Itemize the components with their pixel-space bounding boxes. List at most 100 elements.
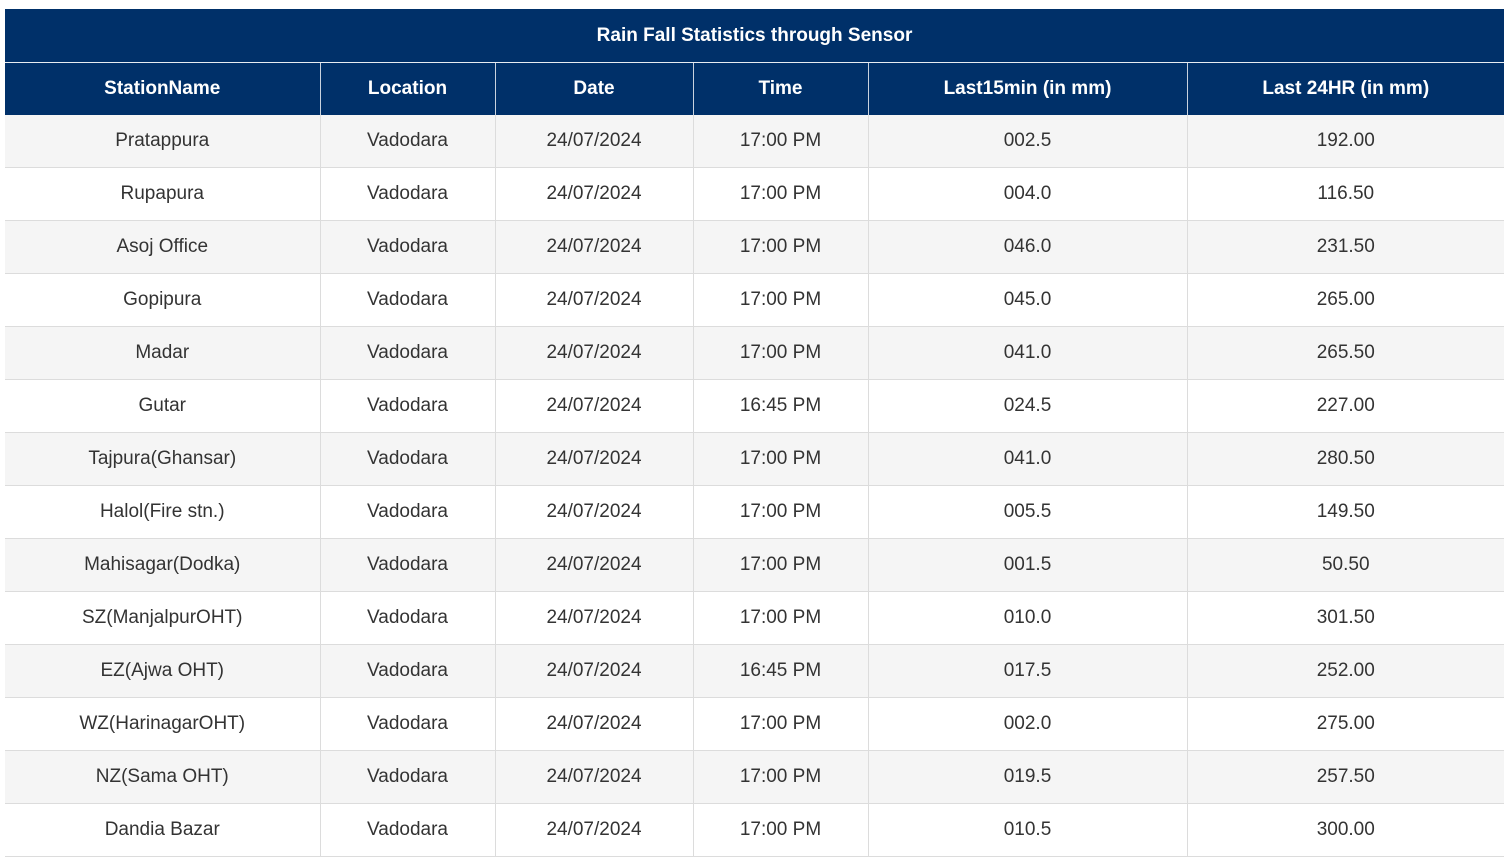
- header-location: Location: [320, 62, 496, 115]
- header-last15min: Last15min (in mm): [868, 62, 1188, 115]
- header-time: Time: [693, 62, 869, 115]
- cell-location: Vadodara: [320, 538, 496, 592]
- cell-last15min: 045.0: [868, 273, 1188, 327]
- cell-last15min: 041.0: [868, 326, 1188, 380]
- header-station-name: StationName: [5, 62, 321, 115]
- rainfall-statistics-table: Rain Fall Statistics through Sensor Stat…: [5, 9, 1505, 857]
- cell-last15min: 046.0: [868, 220, 1188, 274]
- cell-last15min: 002.5: [868, 115, 1188, 168]
- rainfall-table-container: Rain Fall Statistics through Sensor Stat…: [5, 9, 1505, 857]
- cell-time: 16:45 PM: [693, 644, 869, 698]
- cell-station-name: Rupapura: [5, 167, 321, 221]
- cell-time: 17:00 PM: [693, 803, 869, 857]
- cell-date: 24/07/2024: [495, 538, 694, 592]
- cell-station-name: Tajpura(Ghansar): [5, 432, 321, 486]
- table-row: Mahisagar(Dodka) Vadodara 24/07/2024 17:00 …: [5, 538, 1505, 592]
- cell-date: 24/07/2024: [495, 803, 694, 857]
- table-row: Asoj Office Vadodara 24/07/2024 17:00 PM 046…: [5, 220, 1505, 274]
- cell-last24hr: 227.00: [1187, 379, 1505, 433]
- cell-date: 24/07/2024: [495, 115, 694, 168]
- cell-location: Vadodara: [320, 326, 496, 380]
- table-row: Rupapura Vadodara 24/07/2024 17:00 PM 004.0 1…: [5, 167, 1505, 221]
- cell-station-name: NZ(Sama OHT): [5, 750, 321, 804]
- cell-station-name: Asoj Office: [5, 220, 321, 274]
- cell-date: 24/07/2024: [495, 591, 694, 645]
- cell-time: 17:00 PM: [693, 326, 869, 380]
- header-date: Date: [495, 62, 694, 115]
- cell-location: Vadodara: [320, 803, 496, 857]
- cell-location: Vadodara: [320, 167, 496, 221]
- cell-last15min: 024.5: [868, 379, 1188, 433]
- cell-date: 24/07/2024: [495, 644, 694, 698]
- table-row: WZ(HarinagarOHT) Vadodara 24/07/2024 17:00 …: [5, 697, 1505, 751]
- cell-time: 17:00 PM: [693, 485, 869, 539]
- cell-time: 17:00 PM: [693, 115, 869, 168]
- table-row: Gopipura Vadodara 24/07/2024 17:00 PM 045.0 2…: [5, 273, 1505, 327]
- cell-last24hr: 265.50: [1187, 326, 1505, 380]
- cell-location: Vadodara: [320, 750, 496, 804]
- cell-time: 17:00 PM: [693, 697, 869, 751]
- cell-location: Vadodara: [320, 273, 496, 327]
- cell-location: Vadodara: [320, 432, 496, 486]
- cell-last24hr: 257.50: [1187, 750, 1505, 804]
- cell-last24hr: 231.50: [1187, 220, 1505, 274]
- cell-last15min: 002.0: [868, 697, 1188, 751]
- cell-time: 16:45 PM: [693, 379, 869, 433]
- table-row: Halol(Fire stn.) Vadodara 24/07/2024 17:00 …: [5, 485, 1505, 539]
- table-row: Tajpura(Ghansar) Vadodara 24/07/2024 17:00 …: [5, 432, 1505, 486]
- cell-location: Vadodara: [320, 644, 496, 698]
- cell-time: 17:00 PM: [693, 167, 869, 221]
- cell-last15min: 041.0: [868, 432, 1188, 486]
- cell-station-name: Madar: [5, 326, 321, 380]
- cell-station-name: Pratappura: [5, 115, 321, 168]
- cell-station-name: Dandia Bazar: [5, 803, 321, 857]
- cell-date: 24/07/2024: [495, 167, 694, 221]
- table-row: SZ(ManjalpurOHT) Vadodara 24/07/2024 17:00 …: [5, 591, 1505, 645]
- cell-time: 17:00 PM: [693, 432, 869, 486]
- cell-last24hr: 301.50: [1187, 591, 1505, 645]
- cell-location: Vadodara: [320, 591, 496, 645]
- cell-last24hr: 280.50: [1187, 432, 1505, 486]
- cell-time: 17:00 PM: [693, 750, 869, 804]
- cell-location: Vadodara: [320, 115, 496, 168]
- cell-time: 17:00 PM: [693, 591, 869, 645]
- header-last24hr: Last 24HR (in mm): [1187, 62, 1505, 115]
- cell-time: 17:00 PM: [693, 538, 869, 592]
- cell-date: 24/07/2024: [495, 379, 694, 433]
- header-row: StationName Location Date Time Last15min…: [5, 62, 1505, 115]
- table-row: Pratappura Vadodara 24/07/2024 17:00 PM 002.…: [5, 115, 1505, 168]
- cell-last24hr: 252.00: [1187, 644, 1505, 698]
- cell-last24hr: 265.00: [1187, 273, 1505, 327]
- cell-last24hr: 192.00: [1187, 115, 1505, 168]
- cell-station-name: Halol(Fire stn.): [5, 485, 321, 539]
- cell-last15min: 005.5: [868, 485, 1188, 539]
- cell-last24hr: 116.50: [1187, 167, 1505, 221]
- title-row: Rain Fall Statistics through Sensor: [5, 9, 1505, 63]
- table-row: EZ(Ajwa OHT) Vadodara 24/07/2024 16:45 PM 01…: [5, 644, 1505, 698]
- cell-date: 24/07/2024: [495, 220, 694, 274]
- cell-last24hr: 300.00: [1187, 803, 1505, 857]
- cell-last24hr: 50.50: [1187, 538, 1505, 592]
- cell-station-name: Mahisagar(Dodka): [5, 538, 321, 592]
- cell-last15min: 017.5: [868, 644, 1188, 698]
- table-head: Rain Fall Statistics through Sensor Stat…: [5, 9, 1505, 115]
- cell-last24hr: 149.50: [1187, 485, 1505, 539]
- cell-station-name: SZ(ManjalpurOHT): [5, 591, 321, 645]
- cell-time: 17:00 PM: [693, 220, 869, 274]
- cell-last15min: 010.0: [868, 591, 1188, 645]
- cell-location: Vadodara: [320, 379, 496, 433]
- cell-station-name: Gopipura: [5, 273, 321, 327]
- cell-station-name: WZ(HarinagarOHT): [5, 697, 321, 751]
- cell-location: Vadodara: [320, 697, 496, 751]
- cell-time: 17:00 PM: [693, 273, 869, 327]
- table-title: Rain Fall Statistics through Sensor: [5, 9, 1505, 63]
- cell-station-name: EZ(Ajwa OHT): [5, 644, 321, 698]
- cell-date: 24/07/2024: [495, 273, 694, 327]
- table-row: Gutar Vadodara 24/07/2024 16:45 PM 024.5 227.…: [5, 379, 1505, 433]
- cell-location: Vadodara: [320, 485, 496, 539]
- cell-last15min: 010.5: [868, 803, 1188, 857]
- cell-date: 24/07/2024: [495, 697, 694, 751]
- cell-date: 24/07/2024: [495, 750, 694, 804]
- table-row: Madar Vadodara 24/07/2024 17:00 PM 041.0 265.…: [5, 326, 1505, 380]
- table-body: Pratappura Vadodara 24/07/2024 17:00 PM 002.…: [5, 115, 1505, 857]
